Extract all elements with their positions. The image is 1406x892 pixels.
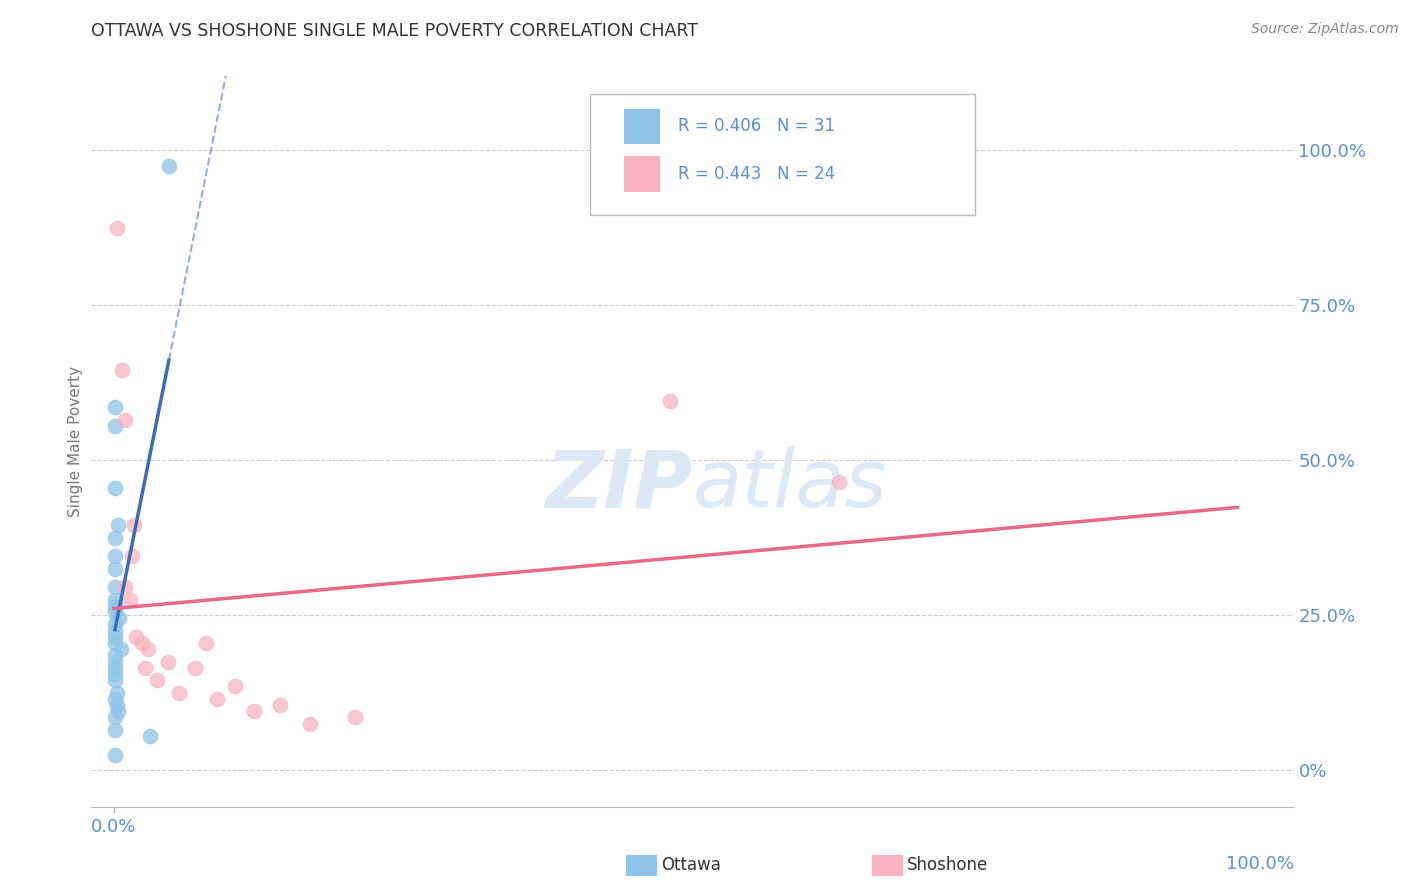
Point [269, 698, 291, 712]
FancyBboxPatch shape [591, 95, 974, 215]
Bar [624, 109, 659, 144]
Point [156, 655, 179, 669]
Point [195, 636, 218, 650]
Point [659, 394, 682, 409]
Point [104, 580, 127, 594]
Text: Ottawa: Ottawa [661, 856, 721, 874]
Point [104, 481, 127, 495]
Point [110, 642, 132, 657]
Point [104, 636, 127, 650]
Point [157, 159, 180, 173]
Point [111, 363, 134, 377]
Point [224, 679, 246, 693]
Point [104, 648, 127, 663]
Point [125, 630, 148, 644]
Point [145, 673, 167, 688]
Point [344, 710, 367, 724]
Text: R = 0.406   N = 31: R = 0.406 N = 31 [678, 117, 835, 136]
Point [184, 661, 207, 675]
Point [205, 691, 228, 706]
Point [105, 685, 128, 699]
Point [299, 716, 322, 731]
Point [104, 531, 127, 545]
Point [104, 710, 127, 724]
Point [827, 475, 849, 489]
Point [107, 518, 129, 533]
Point [136, 642, 159, 657]
Point [122, 518, 145, 533]
Text: OTTAWA VS SHOSHONE SINGLE MALE POVERTY CORRELATION CHART: OTTAWA VS SHOSHONE SINGLE MALE POVERTY C… [91, 22, 699, 40]
Text: ZIP: ZIP [546, 446, 692, 524]
Point [114, 413, 136, 427]
Text: R = 0.443   N = 24: R = 0.443 N = 24 [678, 165, 835, 183]
Point [118, 592, 141, 607]
Point [104, 723, 127, 737]
Point [104, 605, 127, 619]
Point [108, 611, 131, 625]
Point [104, 401, 127, 415]
Point [104, 599, 127, 613]
Point [105, 220, 128, 235]
Point [139, 729, 162, 743]
Text: Source: ZipAtlas.com: Source: ZipAtlas.com [1251, 22, 1399, 37]
Point [104, 747, 127, 762]
Point [134, 661, 156, 675]
Point [104, 655, 127, 669]
Text: Shoshone: Shoshone [907, 856, 988, 874]
Point [104, 673, 127, 688]
Point [131, 636, 153, 650]
Text: atlas: atlas [692, 446, 887, 524]
Point [167, 685, 190, 699]
Point [104, 561, 127, 575]
Point [121, 549, 143, 564]
Point [104, 549, 127, 564]
Bar [624, 156, 659, 192]
Point [104, 691, 127, 706]
Y-axis label: Single Male Poverty: Single Male Poverty [67, 366, 83, 517]
Point [243, 704, 266, 718]
Point [114, 580, 136, 594]
Point [104, 667, 127, 681]
Point [104, 630, 127, 644]
Point [104, 661, 127, 675]
Point [107, 704, 129, 718]
Text: 100.0%: 100.0% [1226, 855, 1294, 872]
Point [104, 624, 127, 638]
Point [104, 617, 127, 632]
Point [104, 592, 127, 607]
Point [104, 419, 127, 434]
Point [105, 698, 128, 712]
